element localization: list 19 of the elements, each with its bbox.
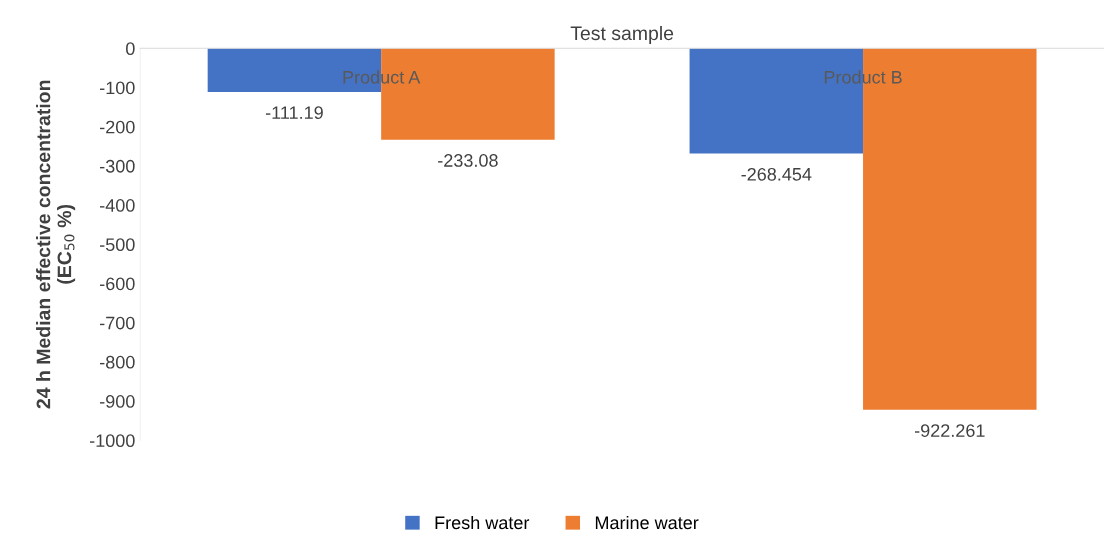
y-tick-label: -800 bbox=[100, 355, 135, 369]
legend-label: Fresh water bbox=[435, 515, 530, 530]
y-tick-label: 0 bbox=[126, 42, 135, 56]
y-tick-label: -500 bbox=[100, 238, 135, 252]
y-tick-label: -100 bbox=[100, 81, 135, 95]
y-tick-label: -300 bbox=[100, 159, 135, 173]
y-tick-label: -700 bbox=[100, 316, 135, 330]
data-label: -233.08 bbox=[438, 154, 498, 167]
y-axis-title: 24 h Median effective concentration (EC$_{50}$ %) bbox=[36, 80, 76, 409]
data-label: -111.19 bbox=[265, 106, 323, 120]
y-tick-label: -200 bbox=[100, 120, 135, 134]
data-label: -268.454 bbox=[741, 167, 812, 181]
y-tick-label: -900 bbox=[100, 395, 135, 408]
legend-label: Marine water bbox=[595, 515, 699, 530]
y-tick-label: -1000 bbox=[89, 434, 135, 448]
data-label: -922.261 bbox=[914, 424, 985, 437]
y-tick-label: -600 bbox=[100, 277, 135, 291]
x-axis-title: Test sample bbox=[570, 25, 674, 45]
y-tick-label: -400 bbox=[100, 199, 135, 212]
